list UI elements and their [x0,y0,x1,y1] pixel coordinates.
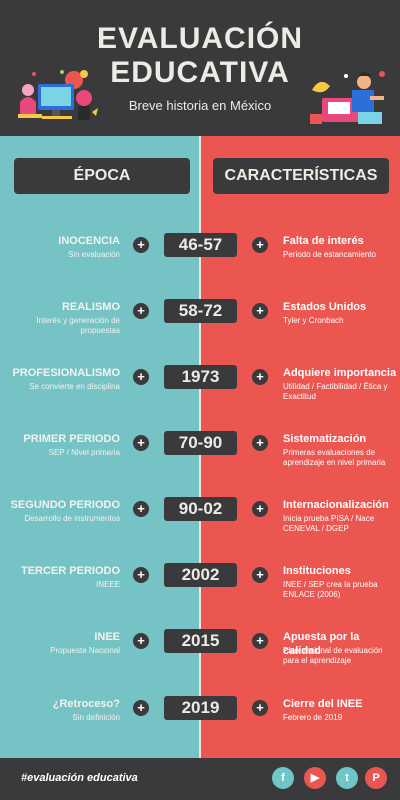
era-description: Sin definición [72,713,120,722]
timeline-row: PRIMER PERIODO SEP / Nivel primaria +70-90… [0,431,400,482]
page-title: EVALUACIÓN EDUCATIVA [0,22,400,90]
expand-era-icon[interactable]: + [133,435,149,451]
expand-feature-icon[interactable]: + [252,567,268,583]
feature-label: Falta de interés [283,235,364,247]
era-label: ¿Retroceso? [52,698,120,710]
expand-era-icon[interactable]: + [133,501,149,517]
expand-era-icon[interactable]: + [133,369,149,385]
expand-feature-icon[interactable]: + [252,633,268,649]
era-description: Interés y generación de propuestas [36,316,120,335]
year-badge: 70-90 [164,431,237,455]
reading-person-illustration [310,71,385,124]
year-badge: 46-57 [164,233,237,257]
feature-description: Plan nacional de evaluación para el apre… [283,646,383,665]
pinterest-icon[interactable]: P [365,767,387,789]
year-badge: 2015 [164,629,237,653]
timeline-row: SEGUNDO PERIODO Desarrollo de instrumento… [0,497,400,548]
hashtag: #evaluación educativa [21,772,138,784]
expand-feature-icon[interactable]: + [252,435,268,451]
era-label: INEE [94,631,120,643]
expand-era-icon[interactable]: + [133,700,149,716]
footer: #evaluación educativa f ▶ t P [0,758,400,800]
expand-feature-icon[interactable]: + [252,700,268,716]
feature-description: Utilidad / Factibilidad / Ética y Exacti… [283,382,388,401]
header: EVALUACIÓN EDUCATIVA Breve historia en M… [0,0,400,136]
timeline-row: INOCENCIA Sin evaluación +46-57 + Falta de i… [0,233,400,284]
era-label: REALISMO [61,301,120,313]
feature-label: Sistematización [283,433,367,445]
era-description: Desarrollo de instrumentos [24,514,120,523]
feature-description: Tyler y Cronbach [283,316,344,325]
feature-label: Estados Unidos [283,301,367,313]
youtube-icon[interactable]: ▶ [304,767,326,789]
expand-feature-icon[interactable]: + [252,237,268,253]
era-label: INOCENCIA [58,235,120,247]
twitter-icon[interactable]: t [336,767,358,789]
feature-label: Adquiere importancia [283,367,397,379]
year-badge: 90-02 [164,497,237,521]
timeline-row: TERCER PERIODO INEEE +2002 + Instituciones IN… [0,563,400,614]
feature-description: Periodo de estancamiento [283,250,376,259]
era-column-header: ÉPOCA [14,158,190,194]
timeline-row: REALISMO Interés y generación de propuest… [0,299,400,350]
title-line-2: EDUCATIVA [110,56,290,89]
year-badge: 1973 [164,365,237,389]
title-line-1: EVALUACIÓN [96,22,304,55]
timeline-row: ¿Retroceso? Sin definición +2019 + Cierre de… [0,696,400,747]
expand-feature-icon[interactable]: + [252,369,268,385]
student-computer-illustration [18,70,98,120]
era-label: PROFESIONALISMO [12,367,120,379]
era-label: SEGUNDO PERIODO [10,499,120,511]
timeline-row: PROFESIONALISMO Se convierte en disciplin… [0,365,400,416]
year-badge: 2002 [164,563,237,587]
era-description: SEP / Nivel primaria [48,448,120,457]
timeline-row: INEE Propuesta Nacional +2015 + Apuesta por … [0,629,400,680]
era-label: PRIMER PERIODO [23,433,120,445]
feature-label: Cierre del INEE [283,698,363,710]
expand-feature-icon[interactable]: + [252,501,268,517]
feature-description: Inicia prueba PISA / Nace CENEVAL / DGEP [283,514,375,533]
expand-feature-icon[interactable]: + [252,303,268,319]
expand-era-icon[interactable]: + [133,303,149,319]
year-badge: 2019 [164,696,237,720]
era-description: INEEE [95,580,120,589]
feature-label: Apuesta por la calidad [283,631,360,657]
expand-era-icon[interactable]: + [133,567,149,583]
features-column-header: CARACTERÍSTICAS [213,158,389,194]
feature-label: Internacionalización [283,499,389,511]
era-label: TERCER PERIODO [20,565,120,577]
feature-description: INEE / SEP crea la prueba ENLACE (2006) [283,580,378,599]
feature-label: Instituciones [283,565,351,577]
era-description: Propuesta Nacional [50,646,120,655]
feature-description: Febrero de 2019 [283,713,343,722]
feature-description: Primeras evaluaciones de aprendizaje en … [283,448,386,467]
facebook-icon[interactable]: f [272,767,294,789]
year-badge: 58-72 [164,299,237,323]
page-subtitle: Breve historia en México [128,98,272,113]
expand-era-icon[interactable]: + [133,237,149,253]
era-description: Se convierte en disciplina [29,382,120,391]
expand-era-icon[interactable]: + [133,633,149,649]
era-description: Sin evaluación [67,250,120,259]
